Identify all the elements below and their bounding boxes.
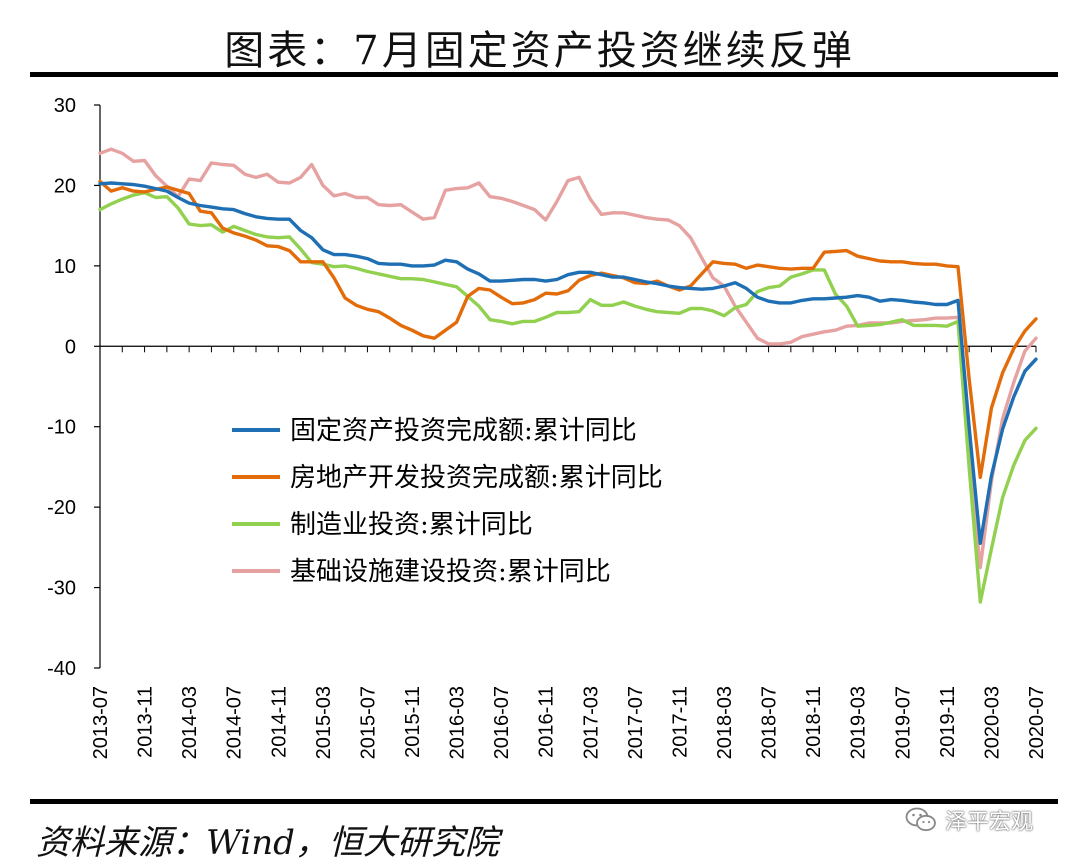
x-tick-label: 2020-07 xyxy=(1026,686,1048,759)
x-tick-label: 2018-03 xyxy=(714,686,736,759)
x-tick-label: 2014-03 xyxy=(179,686,201,759)
x-tick-label: 2019-07 xyxy=(892,686,914,759)
x-tick-label: 2018-11 xyxy=(803,686,825,758)
x-axis-labels: 2013-07 2013-11 2014-03 2014-07 2014-11 2015-… xyxy=(90,686,1048,759)
x-tick-label: 2017-11 xyxy=(669,686,691,758)
y-tick-label: -10 xyxy=(47,417,76,439)
watermark-label: 泽平宏观 xyxy=(945,810,1034,835)
bottom-rule xyxy=(30,799,1058,804)
y-tick-label: 0 xyxy=(65,336,76,358)
page-title: 图表：7月固定资产投资继续反弹 xyxy=(224,28,855,74)
series-line xyxy=(98,181,1038,545)
y-tick-label: -30 xyxy=(47,578,76,600)
line-chart: -40 -30 -20 -10 0 10 20 30 2013-07 2013-11 2014-0… xyxy=(47,95,1048,759)
x-tick-label: 2018-07 xyxy=(759,686,781,759)
x-tick-label: 2015-07 xyxy=(357,686,379,759)
top-rule xyxy=(30,72,1058,77)
legend-label: 基础设施建设投资:累计同比 xyxy=(290,557,611,587)
series-layer xyxy=(98,147,1038,604)
legend-label: 固定资产投资完成额:累计同比 xyxy=(290,416,637,446)
series-line xyxy=(98,191,1038,604)
y-tick-label: -40 xyxy=(47,658,76,680)
source-note: 资料来源：Wind，恒大研究院 xyxy=(36,823,499,863)
x-tick-label: 2016-11 xyxy=(536,686,558,758)
legend-label: 制造业投资:累计同比 xyxy=(290,510,533,540)
x-tick-label: 2019-03 xyxy=(848,686,870,759)
series-line xyxy=(98,179,1038,480)
legend-label: 房地产开发投资完成额:累计同比 xyxy=(290,463,663,493)
x-tick-label: 2013-07 xyxy=(90,686,112,759)
x-tick-label: 2016-07 xyxy=(491,686,513,759)
axes-layer xyxy=(94,104,1037,669)
x-tick-label: 2017-03 xyxy=(580,686,602,759)
legend: 固定资产投资完成额:累计同比房地产开发投资完成额:累计同比制造业投资:累计同比基… xyxy=(232,416,663,587)
x-tick-label: 2013-11 xyxy=(135,686,157,758)
x-tick-label: 2020-03 xyxy=(981,686,1003,759)
x-tick-label: 2016-03 xyxy=(447,686,469,759)
x-tick-label: 2015-11 xyxy=(402,686,424,758)
x-tick-label: 2014-11 xyxy=(268,686,290,758)
y-axis-labels: -40 -30 -20 -10 0 10 20 30 xyxy=(47,95,76,680)
watermark: 泽平宏观 xyxy=(905,803,1033,837)
y-tick-label: 20 xyxy=(54,175,76,197)
x-tick-label: 2019-11 xyxy=(937,686,959,758)
y-tick-label: 10 xyxy=(54,256,76,278)
x-tick-label: 2017-07 xyxy=(625,686,647,759)
y-tick-label: 30 xyxy=(54,95,76,117)
y-tick-label: -20 xyxy=(47,497,76,519)
x-tick-label: 2015-03 xyxy=(313,686,335,759)
wechat-icon xyxy=(905,807,936,832)
x-tick-label: 2014-07 xyxy=(224,686,246,759)
